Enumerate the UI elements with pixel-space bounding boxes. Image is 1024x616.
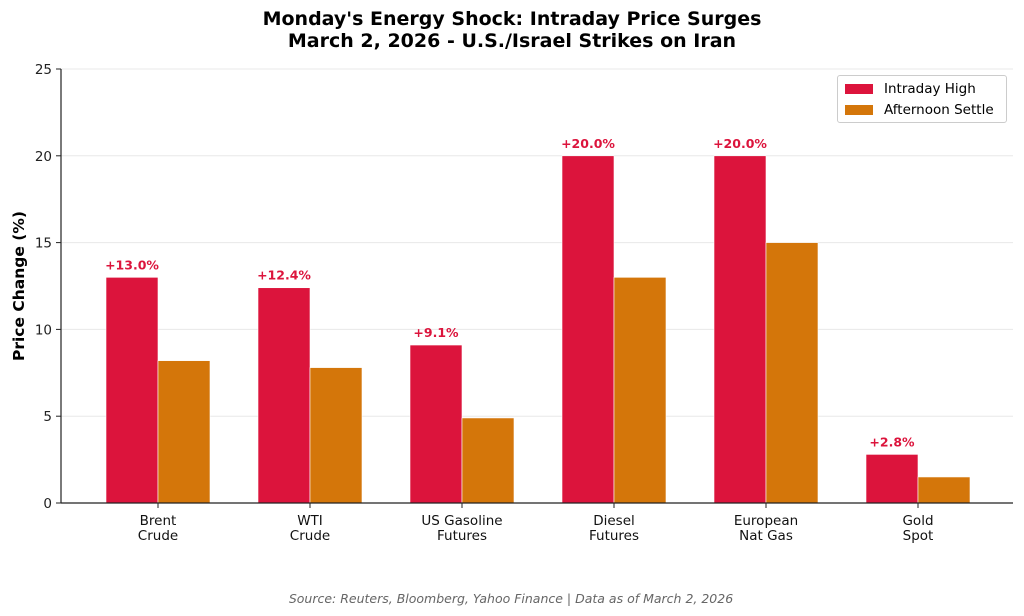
x-tick-label: Gold bbox=[902, 513, 933, 529]
bar-afternoon-settle bbox=[917, 476, 971, 504]
chart-title: Monday's Energy Shock: Intraday Price Su… bbox=[0, 8, 1024, 52]
x-tick-label: Brent bbox=[140, 513, 177, 529]
x-tick-label: Futures bbox=[437, 528, 487, 544]
x-tick-label: Crude bbox=[138, 528, 178, 544]
bar-afternoon-settle bbox=[765, 242, 819, 504]
bar-intraday-high bbox=[561, 155, 615, 504]
bar-intraday-high bbox=[865, 454, 919, 504]
x-tick-label: Nat Gas bbox=[739, 528, 793, 544]
bar-afternoon-settle bbox=[613, 277, 667, 504]
data-label: +20.0% bbox=[561, 136, 615, 151]
bar-afternoon-settle bbox=[461, 417, 515, 504]
bar-intraday-high bbox=[257, 287, 311, 504]
y-axis-label: Price Change (%) bbox=[10, 211, 28, 361]
x-tick-label: Futures bbox=[589, 528, 639, 544]
legend-item-afternoon-settle: Afternoon Settle bbox=[845, 101, 994, 119]
data-label: +2.8% bbox=[869, 434, 915, 449]
bar-afternoon-settle bbox=[309, 367, 363, 504]
y-tick-label: 20 bbox=[35, 149, 52, 165]
gridlines bbox=[61, 68, 1013, 417]
source-note: Source: Reuters, Bloomberg, Yahoo Financ… bbox=[288, 591, 734, 606]
bar-intraday-high bbox=[105, 277, 159, 504]
x-tick-label: Diesel bbox=[593, 513, 635, 529]
y-tick-label: 0 bbox=[43, 496, 52, 512]
x-tick-label: European bbox=[734, 513, 798, 529]
chart-title-line1: Monday's Energy Shock: Intraday Price Su… bbox=[262, 8, 762, 30]
y-tick-label: 10 bbox=[35, 322, 52, 338]
bar-intraday-high bbox=[713, 155, 767, 504]
x-tick-label: US Gasoline bbox=[421, 513, 502, 529]
legend-swatch-afternoon-settle bbox=[845, 105, 873, 115]
legend-label-afternoon-settle: Afternoon Settle bbox=[884, 102, 994, 118]
data-label: +9.1% bbox=[413, 325, 459, 340]
legend-swatch-intraday-high bbox=[845, 84, 873, 94]
x-tick-label: Spot bbox=[903, 528, 934, 544]
chart-subtitle: March 2, 2026 - U.S./Israel Strikes on I… bbox=[287, 30, 737, 52]
legend: Intraday High Afternoon Settle bbox=[837, 75, 1007, 123]
bars: +13.0% +12.4% +9.1% +20.0% +20.0% +2.8% bbox=[105, 136, 971, 504]
legend-label-intraday-high: Intraday High bbox=[884, 81, 976, 97]
data-label: +12.4% bbox=[257, 268, 311, 283]
bar-afternoon-settle bbox=[157, 360, 211, 504]
x-tick-label: WTI bbox=[297, 513, 323, 529]
data-label: +13.0% bbox=[105, 257, 159, 272]
y-tick-label: 15 bbox=[35, 236, 52, 252]
data-label: +20.0% bbox=[713, 136, 767, 151]
legend-item-intraday-high: Intraday High bbox=[845, 80, 976, 98]
bar-intraday-high bbox=[409, 344, 463, 504]
x-tick-label: Crude bbox=[290, 528, 330, 544]
y-tick-label: 25 bbox=[35, 62, 52, 78]
y-tick-label: 5 bbox=[43, 409, 52, 425]
